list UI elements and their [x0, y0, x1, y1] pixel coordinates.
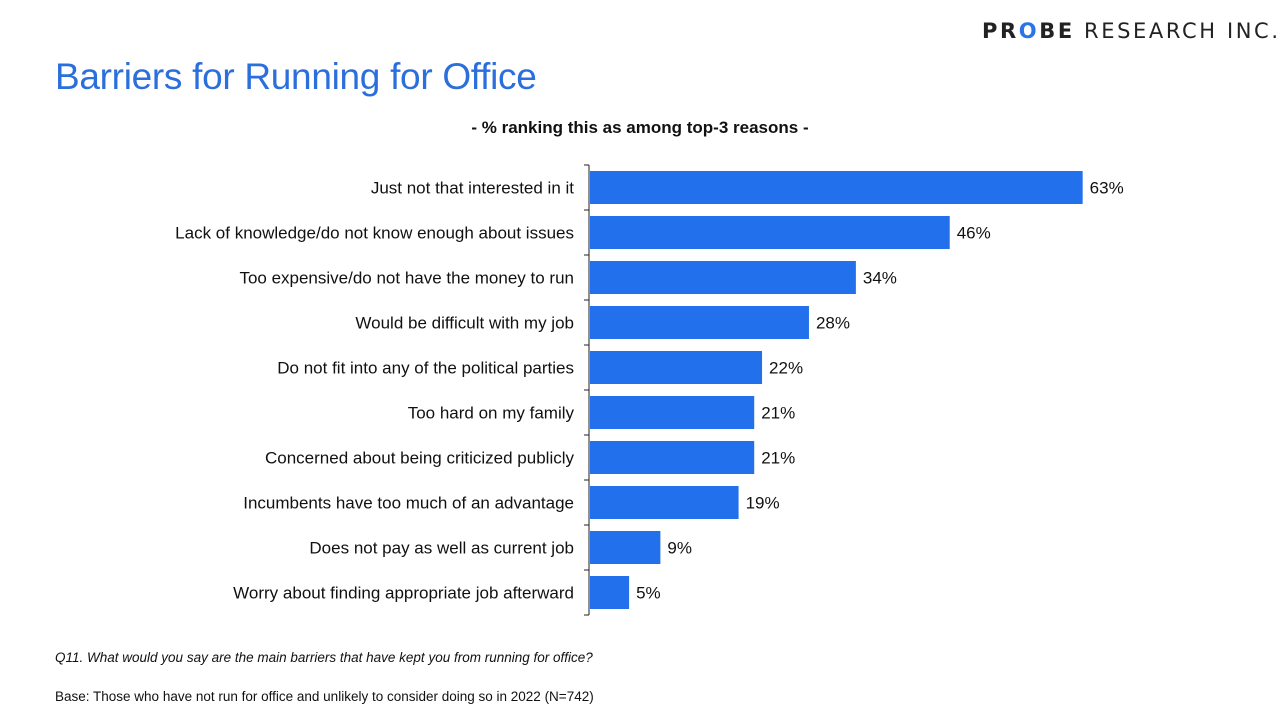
value-label: 19%: [746, 494, 780, 513]
category-label: Do not fit into any of the political par…: [277, 359, 574, 378]
logo-text: BE: [1039, 19, 1075, 43]
question-note: Q11. What would you say are the main bar…: [55, 650, 593, 665]
logo-o: O: [1018, 19, 1040, 43]
value-label: 28%: [816, 314, 850, 333]
bar: [590, 486, 739, 519]
value-label: 46%: [957, 224, 991, 243]
subtitle-text: - % ranking this as among top-3 reasons …: [471, 118, 809, 137]
category-label: Concerned about being criticized publicl…: [265, 449, 575, 468]
base-note: Base: Those who have not run for office …: [55, 689, 594, 704]
category-label: Lack of knowledge/do not know enough abo…: [175, 224, 574, 243]
bar: [590, 171, 1083, 204]
category-label: Too expensive/do not have the money to r…: [239, 269, 574, 288]
category-label: Incumbents have too much of an advantage: [243, 494, 574, 513]
value-label: 63%: [1090, 179, 1124, 198]
bar: [590, 396, 755, 429]
bar: [590, 261, 856, 294]
bar: [590, 441, 755, 474]
value-label: 22%: [769, 359, 803, 378]
probe-research-logo: PROBE RESEARCH INC.: [982, 19, 1280, 43]
category-label: Would be difficult with my job: [355, 314, 574, 333]
category-label: Too hard on my family: [408, 404, 575, 423]
value-label: 21%: [761, 404, 795, 423]
bar: [590, 531, 661, 564]
bar: [590, 306, 809, 339]
logo-text: RESEARCH INC.: [1074, 19, 1280, 43]
value-label: 21%: [761, 449, 795, 468]
value-label: 5%: [636, 584, 661, 603]
chart-subtitle: - % ranking this as among top-3 reasons …: [0, 118, 1280, 138]
value-label: 34%: [863, 269, 897, 288]
logo-text: PR: [982, 19, 1019, 43]
category-label: Worry about finding appropriate job afte…: [233, 584, 574, 603]
category-label: Does not pay as well as current job: [309, 539, 574, 558]
bar: [590, 351, 763, 384]
bar: [590, 576, 630, 609]
bar: [590, 216, 950, 249]
page-title: Barriers for Running for Office: [55, 56, 537, 97]
value-label: 9%: [667, 539, 692, 558]
category-label: Just not that interested in it: [371, 179, 574, 198]
